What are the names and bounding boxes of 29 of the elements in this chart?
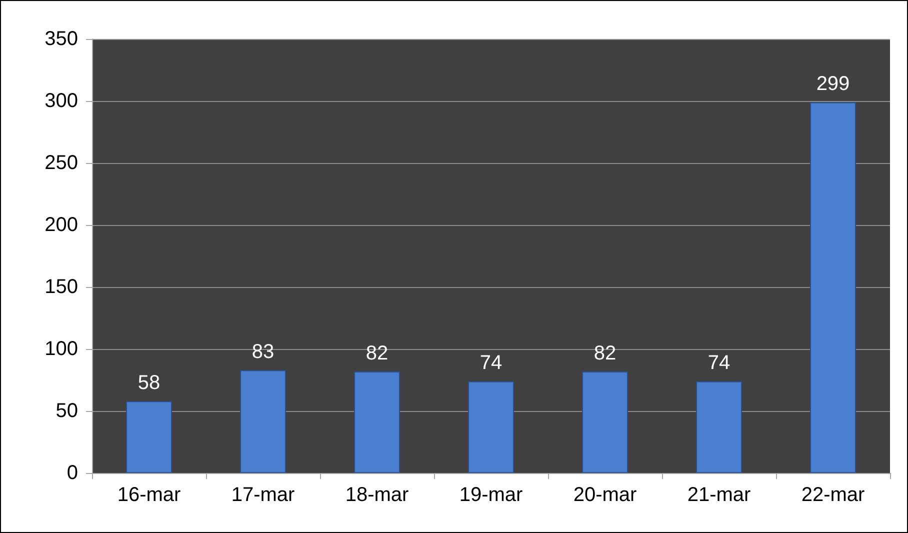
x-tick-label: 22-mar [801,484,866,506]
y-tick-label: 200 [44,214,78,236]
y-tick-label: 250 [44,152,78,174]
x-tick-label: 17-mar [231,484,296,506]
bar [354,371,400,473]
bar [696,381,742,473]
y-tick-label: 100 [44,338,78,360]
y-tick-label: 150 [44,276,78,298]
bar [582,371,628,473]
data-label: 58 [138,372,160,394]
x-tick-label: 21-mar [687,484,752,506]
y-tick-label: 50 [56,400,78,422]
bar [240,370,286,473]
y-tick-label: 300 [44,90,78,112]
x-tick-label: 20-mar [573,484,638,506]
data-label: 299 [816,73,850,96]
bar [468,381,514,473]
bar [810,102,856,473]
y-tick-label: 0 [66,462,78,484]
x-tick-label: 16-mar [117,484,182,506]
data-label: 82 [366,342,388,364]
data-label: 83 [252,341,274,364]
x-tick-label: 18-mar [345,484,410,506]
y-tick-label: 350 [44,28,78,50]
data-label: 74 [708,352,730,374]
bar [126,401,172,473]
data-label: 82 [594,342,616,364]
data-label: 74 [480,352,502,374]
x-tick-label: 19-mar [459,484,524,506]
